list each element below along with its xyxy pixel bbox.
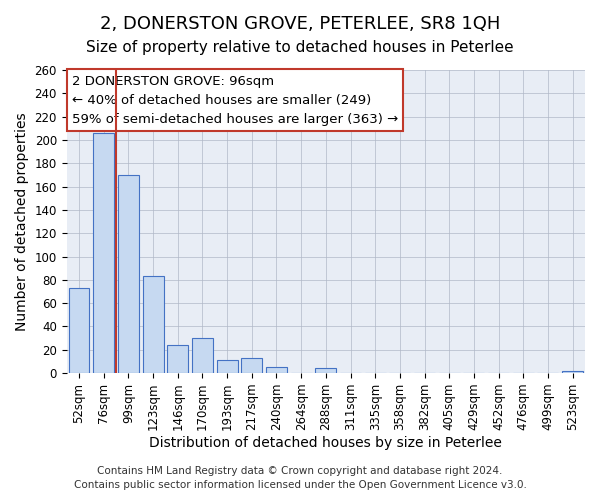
Bar <box>143 276 164 373</box>
Bar <box>68 288 89 373</box>
Bar <box>167 345 188 373</box>
Bar <box>217 360 238 373</box>
Bar <box>241 358 262 373</box>
Text: Size of property relative to detached houses in Peterlee: Size of property relative to detached ho… <box>86 40 514 55</box>
Bar <box>562 371 583 373</box>
X-axis label: Distribution of detached houses by size in Peterlee: Distribution of detached houses by size … <box>149 436 502 450</box>
Bar <box>93 133 114 373</box>
Bar <box>192 338 213 373</box>
Text: Contains HM Land Registry data © Crown copyright and database right 2024.
Contai: Contains HM Land Registry data © Crown c… <box>74 466 526 490</box>
Bar <box>316 368 337 373</box>
Bar <box>266 368 287 373</box>
Bar <box>118 175 139 373</box>
Text: 2, DONERSTON GROVE, PETERLEE, SR8 1QH: 2, DONERSTON GROVE, PETERLEE, SR8 1QH <box>100 15 500 33</box>
Text: 2 DONERSTON GROVE: 96sqm
← 40% of detached houses are smaller (249)
59% of semi-: 2 DONERSTON GROVE: 96sqm ← 40% of detach… <box>72 74 398 126</box>
Y-axis label: Number of detached properties: Number of detached properties <box>15 112 29 331</box>
